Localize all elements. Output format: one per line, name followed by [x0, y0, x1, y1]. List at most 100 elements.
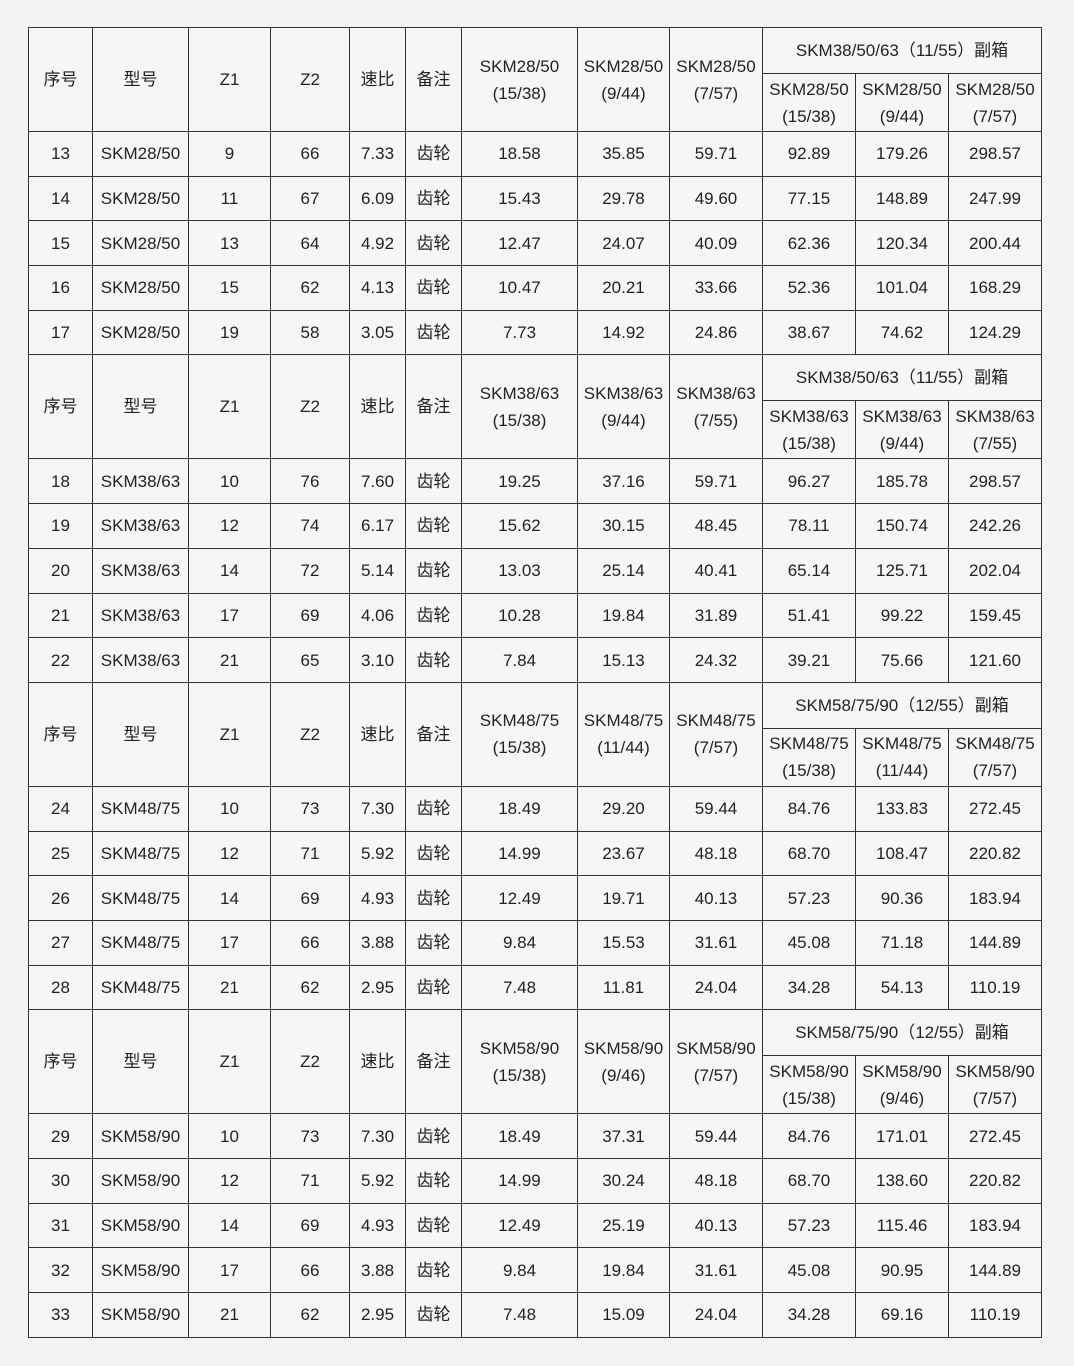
header-model: SKM38/63	[676, 383, 756, 403]
header-model: SKM38/63	[769, 406, 849, 426]
table-cell: 220.82	[947, 1158, 1043, 1204]
header-model: SKM48/75	[862, 734, 942, 754]
table-cell: 10	[188, 1113, 271, 1159]
table-cell: 7.48	[461, 964, 578, 1011]
table-row: 18 SKM38/63 10 76 7.60 齿轮 19.25 37.16 59.71 96.27…	[28, 458, 1043, 505]
table-cell: 17	[188, 1247, 271, 1294]
table-cell: 13	[28, 131, 93, 177]
table-cell: 78.11	[762, 503, 856, 549]
table-cell: 31.61	[669, 919, 763, 966]
table-cell: 19.84	[577, 592, 670, 639]
header-aux-col: SKM28/50 (9/44)	[855, 73, 949, 132]
table-row: 16 SKM28/50 15 62 4.13 齿轮 10.47 20.21 33.66 52.36…	[28, 265, 1043, 311]
table-cell: 3.88	[349, 919, 406, 966]
table-cell: 148.89	[855, 175, 949, 222]
table-cell: 242.26	[947, 503, 1043, 549]
header-aux-col: SKM48/75 (7/57)	[947, 727, 1043, 787]
table-cell: 20	[28, 547, 93, 594]
table-cell: 5.14	[349, 547, 406, 594]
table-cell: 4.06	[349, 592, 406, 639]
header-main-col: SKM58/90 (15/38)	[461, 1009, 578, 1115]
table-cell: 齿轮	[405, 1113, 462, 1159]
table-cell: 14	[188, 875, 271, 921]
table-row: 31 SKM58/90 14 69 4.93 齿轮 12.49 25.19 40.13 57.23…	[28, 1202, 1043, 1249]
table-cell: 74.62	[855, 309, 949, 356]
table-cell: 21	[188, 1292, 271, 1338]
table-cell: 65	[270, 637, 350, 683]
table-cell: 15.43	[461, 175, 578, 222]
gear-ratio-table: 序号 型号 Z1 Z2 速比 备注 SKM28/50 (15/38) SKM28/50 (9/44…	[28, 27, 1043, 1338]
header-note: 备注	[405, 681, 462, 787]
table-cell: 齿轮	[405, 964, 462, 1011]
table-cell: 19.71	[577, 875, 670, 921]
table-cell: 37.16	[577, 458, 670, 505]
header-seq: 序号	[28, 681, 93, 787]
table-cell: 52.36	[762, 265, 856, 311]
header-aux-col: SKM58/90 (15/38)	[762, 1055, 856, 1115]
table-row: 26 SKM48/75 14 69 4.93 齿轮 12.49 19.71 40.13 57.23…	[28, 875, 1043, 921]
table-cell: 10	[188, 785, 271, 832]
table-cell: 120.34	[855, 220, 949, 267]
header-model: SKM48/75	[769, 734, 849, 754]
table-cell: 17	[28, 309, 93, 356]
table-cell: SKM38/63	[92, 503, 189, 549]
table-cell: 298.57	[947, 131, 1043, 177]
table-row: 14 SKM28/50 11 67 6.09 齿轮 15.43 29.78 49.60 77.15…	[28, 175, 1043, 222]
table-cell: 31.89	[669, 592, 763, 639]
table-cell: SKM58/90	[92, 1247, 189, 1294]
header-main-col: SKM58/90 (7/57)	[669, 1009, 763, 1115]
table-cell: 9.84	[461, 919, 578, 966]
table-cell: 齿轮	[405, 309, 462, 356]
table-cell: 108.47	[855, 830, 949, 877]
table-cell: 39.21	[762, 637, 856, 683]
header-aux-title: SKM38/50/63（11/55）副箱	[761, 27, 1043, 74]
header-ratio: (7/57)	[972, 761, 1018, 781]
table-cell: 齿轮	[405, 265, 462, 311]
table-cell: 45.08	[762, 1247, 856, 1294]
header-ratio: (11/44)	[597, 738, 650, 758]
header-note: 备注	[405, 27, 462, 132]
table-cell: 49.60	[669, 175, 763, 222]
table-cell: SKM28/50	[92, 220, 189, 267]
header-aux-col: SKM48/75 (15/38)	[762, 727, 856, 787]
table-cell: SKM28/50	[92, 309, 189, 356]
table-cell: 2.95	[349, 1292, 406, 1338]
header-main-col: SKM28/50 (9/44)	[577, 27, 670, 132]
table-cell: 40.13	[669, 1202, 763, 1249]
table-cell: 15.53	[577, 919, 670, 966]
header-model: 型号	[92, 354, 189, 460]
table-cell: 125.71	[855, 547, 949, 594]
table-row: 19 SKM38/63 12 74 6.17 齿轮 15.62 30.15 48.45 78.11…	[28, 503, 1043, 549]
table-cell: 48.18	[669, 830, 763, 877]
header-model: SKM38/63	[479, 383, 560, 403]
table-cell: 29	[28, 1113, 93, 1159]
header-main-col: SKM38/63 (15/38)	[461, 354, 578, 460]
table-cell: 115.46	[855, 1202, 949, 1249]
table-cell: 30	[28, 1158, 93, 1204]
table-cell: 48.18	[669, 1158, 763, 1204]
table-cell: 齿轮	[405, 1158, 462, 1204]
table-cell: 3.88	[349, 1247, 406, 1294]
table-cell: 247.99	[947, 175, 1043, 222]
header-model: SKM28/50	[862, 79, 942, 99]
table-cell: 12.49	[461, 875, 578, 921]
header-ratio: 速比	[349, 681, 406, 787]
table-cell: 5.92	[349, 830, 406, 877]
table-cell: SKM48/75	[92, 830, 189, 877]
table-cell: 19.84	[577, 1247, 670, 1294]
table-cell: 齿轮	[405, 785, 462, 832]
table-cell: 73	[270, 785, 350, 832]
header-row: 序号 型号 Z1 Z2 速比 备注 SKM58/90 (15/38) SKM58/90 (9/46…	[28, 1009, 1043, 1115]
table-cell: 齿轮	[405, 830, 462, 877]
table-cell: 99.22	[855, 592, 949, 639]
table-cell: 62	[270, 265, 350, 311]
table-cell: SKM48/75	[92, 964, 189, 1011]
table-cell: 54.13	[855, 964, 949, 1011]
table-cell: 110.19	[947, 964, 1043, 1011]
table-cell: 19.25	[461, 458, 578, 505]
header-ratio: (9/44)	[879, 433, 925, 453]
table-cell: 69	[270, 592, 350, 639]
table-cell: 101.04	[855, 265, 949, 311]
table-cell: 4.93	[349, 1202, 406, 1249]
table-cell: 77.15	[762, 175, 856, 222]
